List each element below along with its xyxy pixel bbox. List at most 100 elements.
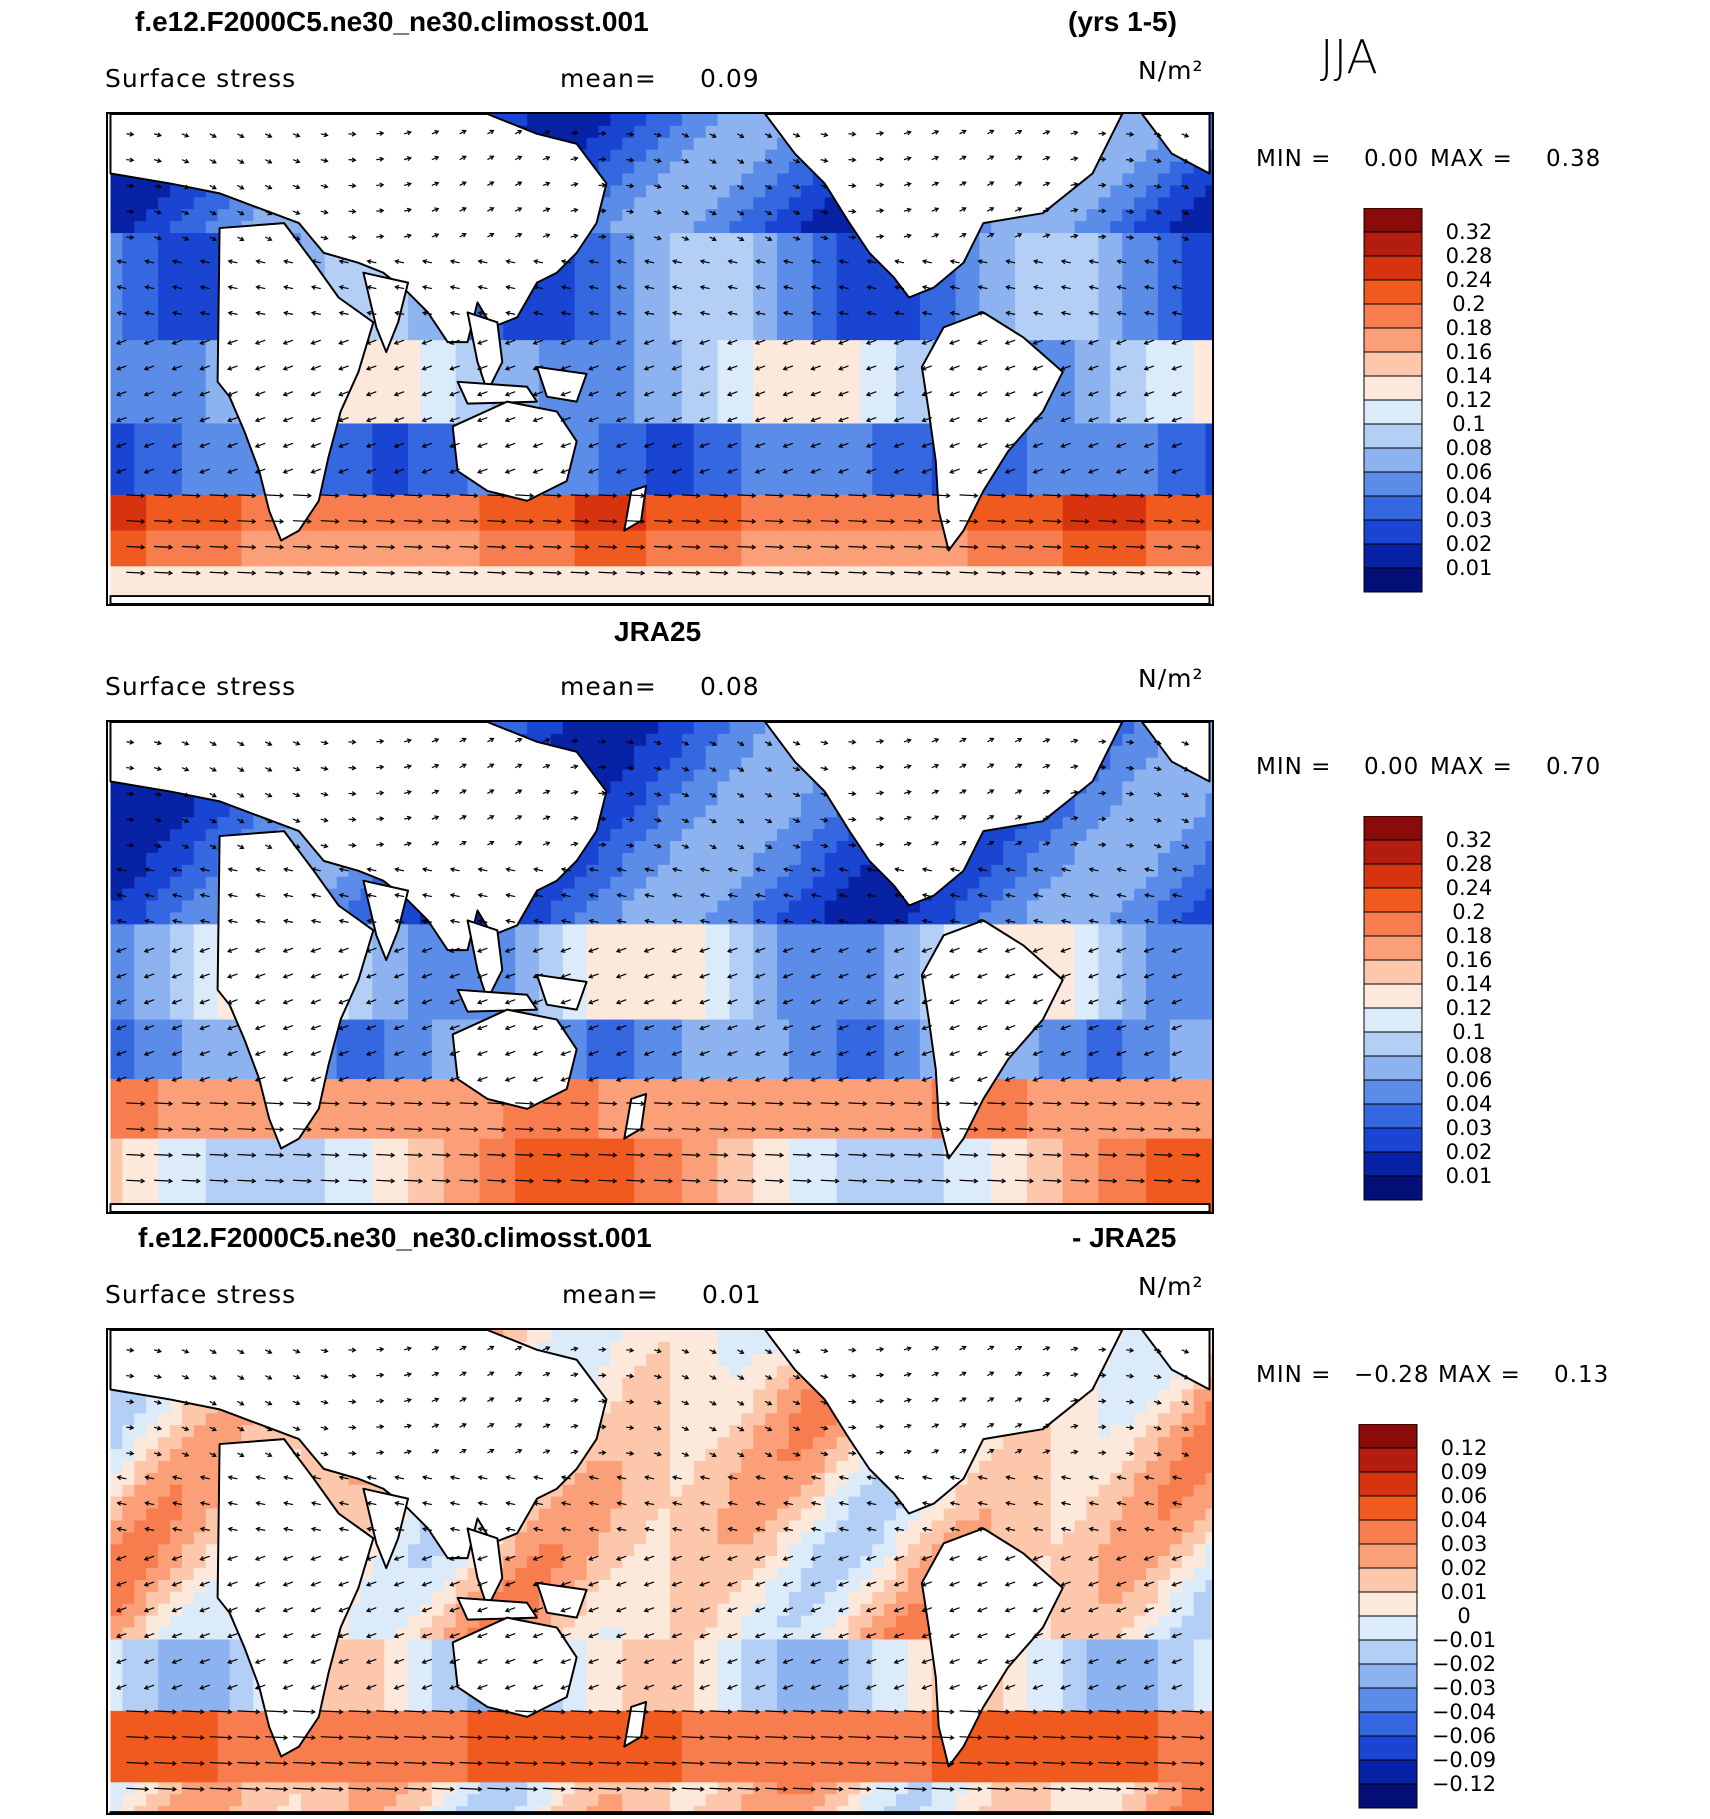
- colorbar-box: [1363, 1031, 1423, 1057]
- panel1-variable: Surface stress: [105, 64, 297, 93]
- panel1-map: [106, 112, 1214, 606]
- panel2-mean-value: 0.08: [700, 672, 760, 701]
- colorbar-box: [1358, 1543, 1418, 1569]
- panel3-min-value: −0.28: [1354, 1362, 1430, 1388]
- colorbar-tick-label: −0.01: [1432, 1628, 1496, 1652]
- panel3-map: [106, 1328, 1214, 1815]
- colorbar-box: [1363, 279, 1423, 305]
- colorbar-box: [1363, 1079, 1423, 1105]
- map-svg: [109, 722, 1212, 1212]
- colorbar-tick-label: 0: [1457, 1604, 1470, 1628]
- colorbar-tick-label: 0.32: [1446, 220, 1493, 244]
- colorbar-tick-label: 0.01: [1446, 556, 1493, 580]
- panel3-title-left: f.e12.F2000C5.ne30_ne30.climosst.001: [138, 1222, 652, 1253]
- colorbar-svg: 0.320.280.240.20.180.160.140.120.10.080.…: [1363, 207, 1493, 593]
- stress-vectors: [115, 129, 1201, 576]
- map-svg: [109, 1330, 1212, 1813]
- colorbar-tick-label: 0.2: [1452, 900, 1485, 924]
- colorbar-tick-label: 0.18: [1446, 924, 1493, 948]
- colorbar-tick-label: 0.01: [1441, 1580, 1488, 1604]
- panel3-mean-value: 0.01: [702, 1280, 762, 1309]
- colorbar-box: [1358, 1663, 1418, 1689]
- panel2-title: JRA25: [614, 616, 702, 647]
- colorbar-box: [1358, 1447, 1418, 1473]
- colorbar-tick-label: 0.06: [1446, 460, 1493, 484]
- panel2-mean-label: mean=: [560, 672, 657, 701]
- colorbar-box: [1363, 543, 1423, 569]
- panel3-variable: Surface stress: [105, 1280, 297, 1309]
- panel2-colorbar: 0.32 0.28 0.24 0.2 0.18 0.16 0.14 0.12 0.1 0.08 0.…: [1363, 815, 1513, 1206]
- colorbar-box: [1363, 327, 1423, 353]
- colorbar-tick-label: −0.09: [1432, 1748, 1496, 1772]
- panel3-max-label: MAX =: [1438, 1362, 1521, 1388]
- colorbar-box: [1363, 911, 1423, 937]
- colorbar-tick-label: −0.06: [1432, 1724, 1496, 1748]
- panel2-min-value: 0.00: [1364, 754, 1420, 780]
- colorbar-box: [1363, 471, 1423, 497]
- colorbar-tick-label: 0.16: [1446, 340, 1493, 364]
- colorbar-box: [1363, 375, 1423, 401]
- colorbar-box: [1358, 1495, 1418, 1521]
- colorbar-box: [1363, 351, 1423, 377]
- panel3-min-label: MIN =: [1256, 1362, 1332, 1388]
- panel2-map: [106, 720, 1214, 1214]
- colorbar-box: [1363, 519, 1423, 545]
- colorbar-box: [1358, 1471, 1418, 1497]
- colorbar-tick-label: 0.28: [1446, 852, 1493, 876]
- colorbar-svg: 0.320.280.240.20.180.160.140.120.10.080.…: [1363, 815, 1493, 1201]
- colorbar-box: [1358, 1567, 1418, 1593]
- panel1-mean-label: mean=: [560, 64, 657, 93]
- panel3-max-value: 0.13: [1554, 1362, 1610, 1388]
- colorbar-box: [1358, 1687, 1418, 1713]
- panel1-min-label: MIN =: [1256, 146, 1332, 172]
- colorbar-tick-label: 0.01: [1446, 1164, 1493, 1188]
- panel2-units: N/m²: [1138, 664, 1204, 693]
- colorbar-tick-label: 0.04: [1441, 1508, 1488, 1532]
- colorbar-box: [1363, 887, 1423, 913]
- colorbar-tick-label: 0.08: [1446, 436, 1493, 460]
- panel2-max-value: 0.70: [1546, 754, 1602, 780]
- panel1-max-label: MAX =: [1430, 146, 1513, 172]
- continents: [109, 114, 1211, 604]
- colorbar-box: [1363, 567, 1423, 593]
- colorbar-tick-label: 0.12: [1446, 996, 1493, 1020]
- colorbar-box: [1363, 399, 1423, 425]
- colorbar-box: [1363, 303, 1423, 329]
- colorbar-tick-label: 0.03: [1441, 1532, 1488, 1556]
- colorbar-box: [1358, 1783, 1418, 1809]
- colorbar-box: [1358, 1591, 1418, 1617]
- panel1-min-value: 0.00: [1364, 146, 1420, 172]
- colorbar-tick-label: 0.02: [1446, 532, 1493, 556]
- colorbar-tick-label: 0.08: [1446, 1044, 1493, 1068]
- colorbar-tick-label: 0.1: [1452, 412, 1485, 436]
- colorbar-box: [1363, 959, 1423, 985]
- colorbar-box: [1363, 839, 1423, 865]
- colorbar-tick-label: 0.24: [1446, 876, 1493, 900]
- colorbar-tick-label: 0.02: [1441, 1556, 1488, 1580]
- colorbar-box: [1363, 1007, 1423, 1033]
- colorbar-tick-label: 0.14: [1446, 972, 1493, 996]
- colorbar-tick-label: 0.24: [1446, 268, 1493, 292]
- colorbar-tick-label: −0.04: [1432, 1700, 1496, 1724]
- panel1-mean-value: 0.09: [700, 64, 760, 93]
- panel1-title-right: (yrs 1-5): [1068, 6, 1177, 37]
- panel3-colorbar: 0.12 0.09 0.06 0.04 0.03 0.02 0.01 0 −0.01 −0.02−…: [1358, 1423, 1518, 1814]
- colorbar-box: [1363, 983, 1423, 1009]
- stress-vectors: [115, 1345, 1205, 1792]
- colorbar-tick-label: 0.04: [1446, 1092, 1493, 1116]
- colorbar-tick-label: −0.03: [1432, 1676, 1496, 1700]
- colorbar-box: [1363, 207, 1423, 233]
- colorbar-box: [1363, 815, 1423, 841]
- colorbar-tick-label: 0.12: [1446, 388, 1493, 412]
- season-label: JJA: [1320, 30, 1378, 84]
- colorbar-svg: 0.120.090.060.040.030.020.010−0.01−0.02−…: [1358, 1423, 1496, 1809]
- panel2-max-label: MAX =: [1430, 754, 1513, 780]
- colorbar-box: [1358, 1759, 1418, 1785]
- colorbar-box: [1358, 1639, 1418, 1665]
- panel1-max-value: 0.38: [1546, 146, 1602, 172]
- colorbar-tick-label: −0.02: [1432, 1652, 1496, 1676]
- map-svg: [109, 114, 1212, 604]
- colorbar-box: [1363, 495, 1423, 521]
- colorbar-box: [1358, 1735, 1418, 1761]
- colorbar-box: [1363, 423, 1423, 449]
